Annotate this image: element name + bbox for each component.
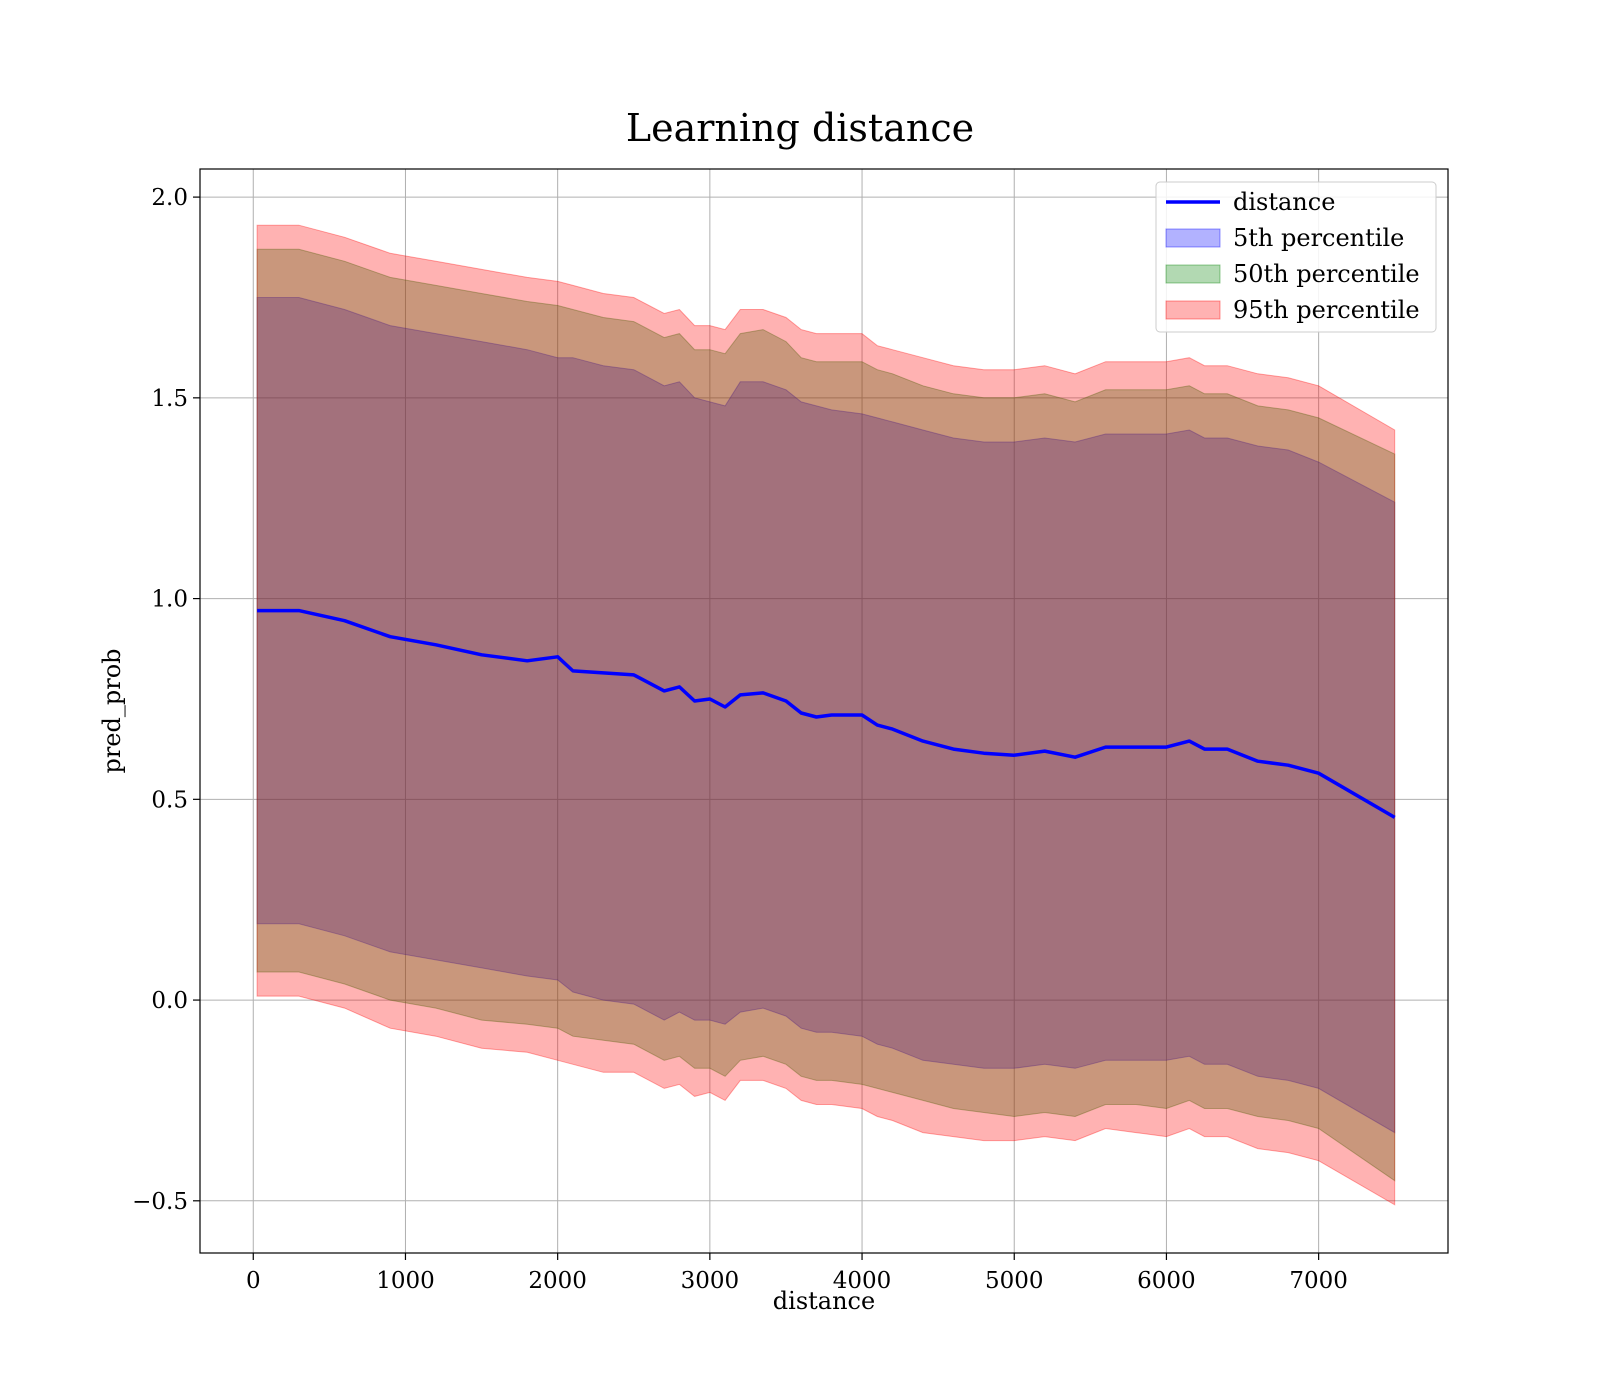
y-tick-label: 1.5 [151, 386, 188, 412]
x-tick-label: 1000 [376, 1268, 435, 1294]
plot-frame [199, 168, 1449, 1254]
distance-line-layer [257, 608, 1396, 819]
x-tick-label: 0 [246, 1268, 261, 1294]
legend: distance 5th percentile 50th percentile 95t… [1155, 181, 1437, 333]
y-tick-label: −0.5 [132, 1189, 188, 1215]
y-axis-label: pred_prob [98, 648, 126, 773]
legend-label: 5th percentile [1233, 224, 1404, 252]
y-tick-label: 2.0 [151, 185, 188, 211]
legend-box [1155, 181, 1437, 333]
legend-items: distance 5th percentile 50th percentile 95t… [1165, 188, 1420, 324]
y-tick-label: 0.5 [151, 787, 188, 813]
legend-label: distance [1233, 188, 1335, 216]
legend-swatch-band [1165, 264, 1221, 284]
axis-ticks: 0 1000 2000 3000 4000 5000 6000 7000 −0.5 0.0 0.5 1… [132, 185, 1348, 1294]
x-tick-label: 3000 [681, 1268, 740, 1294]
legend-swatch-band [1165, 228, 1221, 248]
x-tick-label: 2000 [528, 1268, 587, 1294]
x-tick-label: 4000 [833, 1268, 892, 1294]
legend-swatch-band [1165, 300, 1221, 320]
series-line-distance [257, 608, 1396, 819]
x-tick-label: 6000 [1137, 1268, 1196, 1294]
y-tick-label: 0.0 [151, 988, 188, 1014]
x-tick-label: 7000 [1289, 1268, 1348, 1294]
legend-label: 50th percentile [1233, 260, 1420, 288]
legend-label: 95th percentile [1233, 296, 1420, 324]
y-tick-label: 1.0 [151, 587, 188, 613]
x-axis-label: distance [773, 1287, 875, 1315]
x-tick-label: 5000 [985, 1268, 1044, 1294]
chart-title: Learning distance [626, 106, 974, 150]
